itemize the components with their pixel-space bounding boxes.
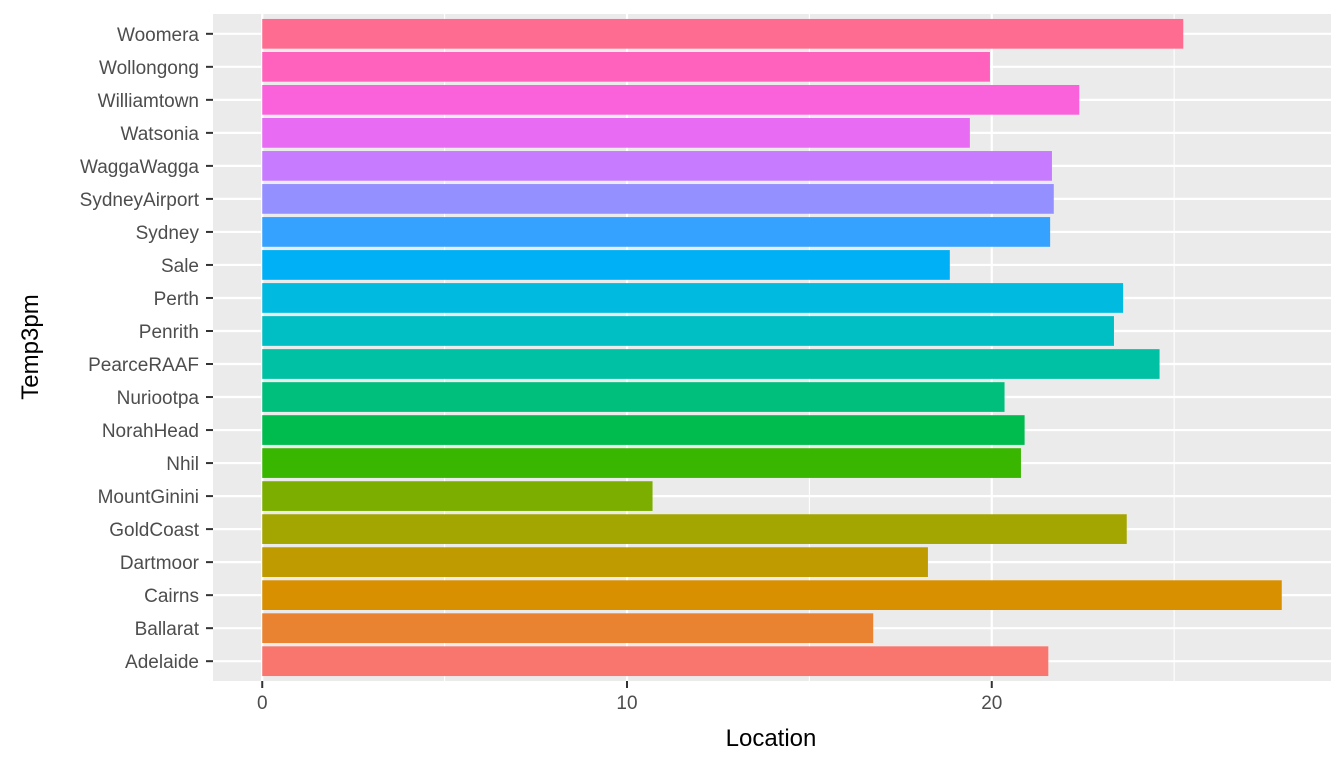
bar-pearceraaf (262, 349, 1160, 379)
bar-goldcoast (262, 514, 1127, 544)
bar-norahhead (262, 415, 1025, 445)
x-axis-title: Location (726, 725, 817, 752)
y-tick-label: Dartmoor (120, 553, 200, 574)
bar-waggawagga (262, 151, 1052, 181)
bar-sale (262, 250, 950, 280)
y-tick-label: Sale (161, 256, 199, 277)
bar-cairns (262, 580, 1282, 611)
y-tick-label: Ballarat (135, 619, 200, 640)
y-tick-label: MountGinini (98, 487, 199, 508)
bar-penrith (262, 316, 1114, 346)
y-tick-label: Nhil (166, 454, 199, 475)
y-tick-label: Sydney (136, 223, 200, 244)
y-tick-label: Williamtown (98, 91, 199, 112)
bar-mountginini (262, 481, 653, 511)
x-axis-ticks: 0 10 20 (257, 681, 1002, 714)
x-tick-label: 10 (616, 693, 637, 714)
y-tick-label: SydneyAirport (80, 190, 200, 211)
bar-watsonia (262, 118, 970, 148)
bar-sydneyairport (262, 184, 1054, 214)
bar-nhil (262, 448, 1021, 478)
x-tick-label: 0 (257, 693, 268, 714)
y-tick-label: NorahHead (102, 421, 199, 442)
y-tick-label: WaggaWagga (80, 157, 199, 178)
y-tick-label: Cairns (144, 586, 199, 607)
y-tick-label: Woomera (117, 25, 199, 46)
y-tick-label: Wollongong (99, 58, 199, 79)
bar-williamtown (262, 84, 1080, 115)
bar-ballarat (262, 613, 874, 644)
y-tick-label: GoldCoast (109, 520, 199, 541)
bar-wollongong (262, 51, 990, 82)
y-tick-label: Perth (154, 289, 199, 310)
bar-nuriootpa (262, 382, 1005, 412)
bars (262, 18, 1282, 677)
y-tick-label: PearceRAAF (88, 355, 199, 376)
bar-dartmoor (262, 547, 928, 577)
bar-perth (262, 283, 1124, 313)
x-tick-label: 20 (981, 693, 1002, 714)
bar-sydney (262, 217, 1051, 247)
y-tick-label: Adelaide (125, 652, 199, 673)
y-tick-label: Watsonia (121, 124, 200, 145)
bar-woomera (262, 18, 1184, 49)
y-axis-ticks: Adelaide Ballarat Cairns Dartmoor GoldCoast M… (80, 25, 213, 673)
y-axis-title: Temp3pm (17, 294, 44, 399)
y-tick-label: Penrith (139, 322, 199, 343)
y-tick-label: Nuriootpa (117, 388, 200, 409)
bar-adelaide (262, 646, 1049, 677)
